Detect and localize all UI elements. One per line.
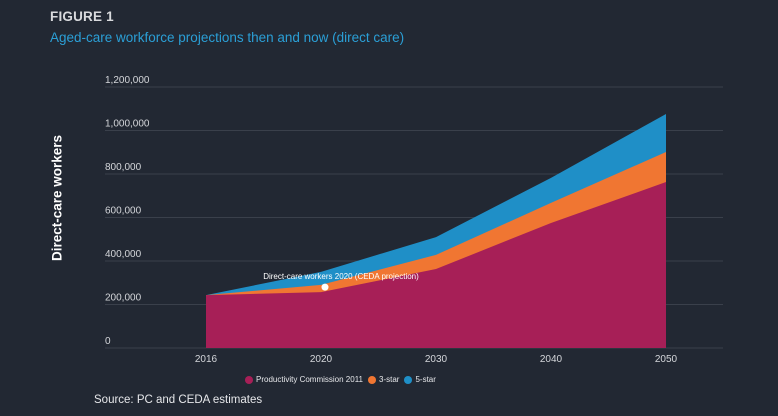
legend-item-3-star: 3-star xyxy=(368,375,399,384)
annotation-label: Direct-care workers 2020 (CEDA projectio… xyxy=(263,272,419,281)
y-tick-label: 600,000 xyxy=(105,206,142,217)
legend-item-productivity-commission: Productivity Commission 2011 xyxy=(245,375,363,384)
legend-label: 3-star xyxy=(379,375,400,384)
y-tick-label: 0 xyxy=(105,336,111,347)
x-tick-label: 2050 xyxy=(655,354,678,365)
figure-title: Aged-care workforce projections then and… xyxy=(50,30,405,45)
annotation-marker xyxy=(321,283,329,291)
y-tick-label: 1,200,000 xyxy=(105,75,150,86)
legend-swatch-3-star xyxy=(368,375,377,384)
legend-label: 5-star xyxy=(415,375,436,384)
legend-item-5-star: 5-star xyxy=(404,375,436,384)
annotations: Direct-care workers 2020 (CEDA projectio… xyxy=(263,272,419,291)
figure-label: FIGURE 1 xyxy=(50,9,114,24)
y-tick-label: 800,000 xyxy=(105,162,142,173)
x-tick-label: 2030 xyxy=(425,354,448,365)
legend-swatch-5-star xyxy=(404,375,413,384)
x-tick-labels: 2016 2020 2030 2040 2050 xyxy=(195,354,678,365)
y-tick-labels: 0 200,000 400,000 600,000 800,000 1,000,000 1,… xyxy=(105,75,150,347)
x-tick-label: 2040 xyxy=(540,354,563,365)
x-tick-label: 2020 xyxy=(310,354,333,365)
legend-label: Productivity Commission 2011 xyxy=(256,375,364,384)
legend-swatch-productivity-commission xyxy=(245,375,253,384)
area-productivity-commission-2011 xyxy=(206,182,666,348)
y-tick-label: 400,000 xyxy=(105,249,142,260)
y-tick-label: 1,000,000 xyxy=(105,119,150,130)
y-tick-label: 200,000 xyxy=(105,293,142,304)
legend: Productivity Commission 2011 3-star 5-st… xyxy=(245,375,441,384)
source-note: Source: PC and CEDA estimates xyxy=(94,394,263,406)
x-tick-label: 2016 xyxy=(195,354,218,365)
area-series xyxy=(206,113,666,348)
